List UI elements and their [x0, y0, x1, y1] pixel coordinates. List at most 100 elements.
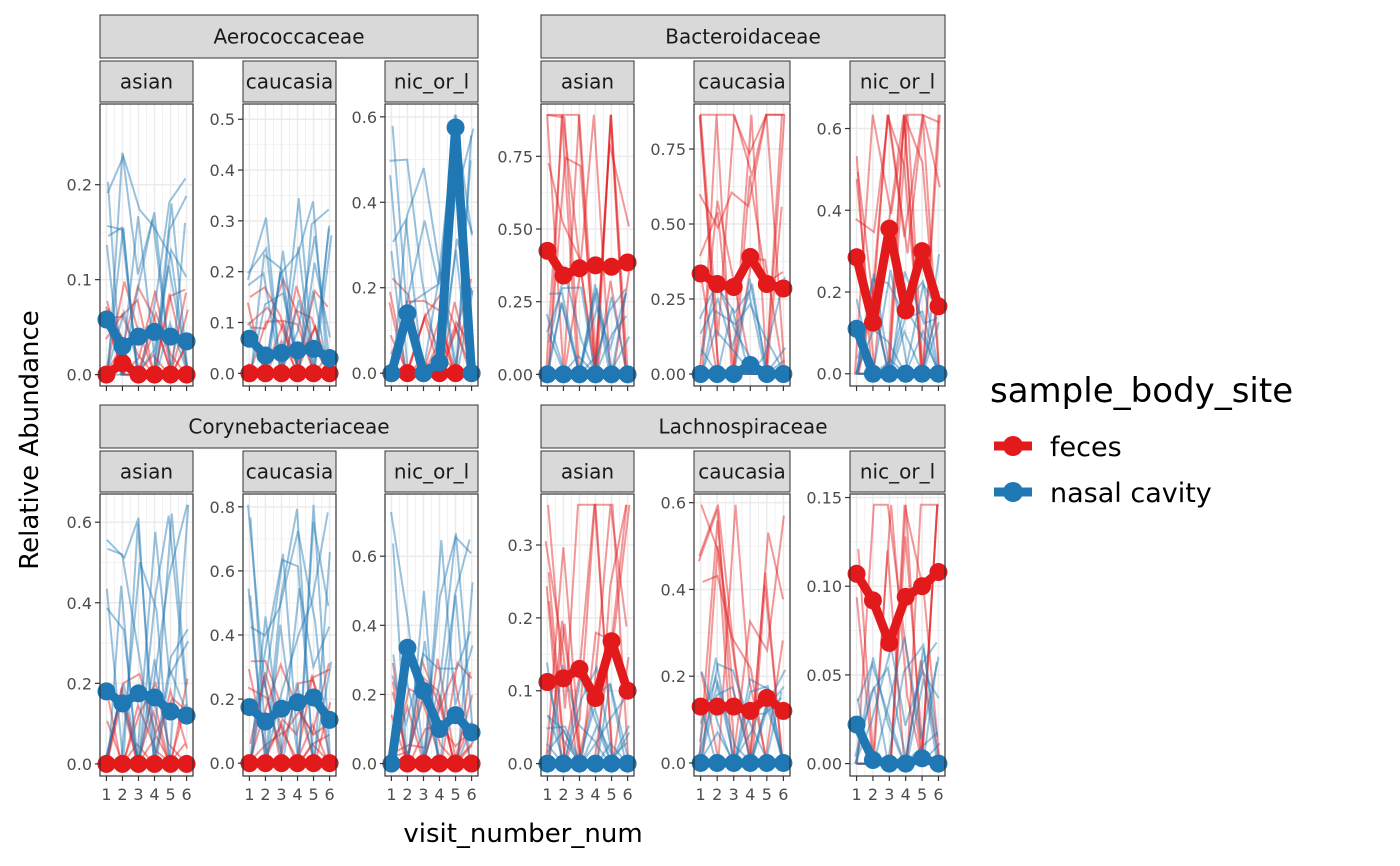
x-tick-label: 2: [558, 785, 568, 804]
y-tick-label: 0.15: [806, 489, 842, 508]
facet-strip-ethnicity: [540, 450, 635, 493]
individual-trace-feces: [698, 114, 786, 375]
individual-trace-nasal-cavity: [545, 662, 631, 765]
mean-point-nasal-cavity: [741, 356, 760, 374]
y-tick-label: 0.2: [352, 279, 377, 298]
mean-point-feces: [320, 754, 339, 773]
individual-trace-feces: [698, 114, 783, 375]
facet-strip-ethnicity: [242, 450, 337, 493]
mean-point-feces: [913, 577, 932, 596]
panel-border: [693, 493, 791, 777]
y-tick-label: 0.2: [210, 690, 235, 709]
individual-trace-nasal-cavity: [698, 657, 783, 764]
mean-point-nasal-cavity: [398, 638, 417, 657]
individual-trace-feces: [699, 113, 784, 337]
individual-trace-nasal-cavity: [856, 641, 938, 768]
facet-strip-ethnicity-label: caucasia: [246, 70, 333, 94]
mean-line-nasal-cavity: [387, 123, 477, 378]
mean-point-nasal-cavity: [272, 343, 291, 362]
individual-trace-nasal-cavity: [855, 328, 940, 377]
mean-point-feces: [129, 754, 148, 773]
individual-trace-nasal-cavity: [391, 630, 472, 728]
mean-point-feces: [446, 754, 465, 773]
mean-point-feces: [113, 754, 132, 773]
individual-trace-nasal-cavity: [107, 152, 189, 375]
panel-border: [693, 103, 791, 387]
individual-trace-nasal-cavity: [104, 219, 187, 376]
facet-strip-ethnicity: [540, 60, 635, 103]
mean-point-feces: [896, 587, 915, 606]
panel-border: [242, 103, 337, 387]
y-tick-label: 0.0: [661, 754, 686, 773]
x-tick-label: 5: [917, 785, 927, 804]
mean-point-nasal-cavity: [863, 364, 882, 383]
mean-line-feces: [852, 224, 943, 328]
individual-trace-nasal-cavity: [392, 535, 472, 765]
mean-point-feces: [177, 365, 196, 384]
mean-point-feces: [177, 754, 196, 773]
mean-point-feces: [129, 365, 148, 384]
mean-point-nasal-cavity: [145, 322, 164, 341]
mean-point-nasal-cavity: [724, 365, 743, 383]
y-tick-label: 0.0: [67, 755, 92, 774]
mean-point-feces: [97, 365, 116, 384]
mean-point-nasal-cavity: [414, 681, 433, 700]
x-tick-label: 4: [901, 785, 911, 804]
mean-point-feces: [724, 278, 743, 296]
mean-point-nasal-cavity: [741, 753, 760, 772]
y-tick-label: 0.4: [817, 201, 842, 220]
mean-point-nasal-cavity: [586, 754, 605, 773]
mean-point-nasal-cavity: [602, 365, 621, 384]
mean-point-feces: [304, 364, 323, 383]
mean-point-nasal-cavity: [691, 365, 710, 383]
mean-point-nasal-cavity: [240, 698, 259, 717]
mean-point-nasal-cavity: [256, 712, 275, 731]
individual-trace-feces: [546, 114, 627, 375]
individual-trace-nasal-cavity: [854, 647, 940, 764]
mean-point-feces: [586, 689, 605, 708]
mean-point-nasal-cavity: [462, 364, 481, 383]
mean-point-feces: [913, 242, 932, 261]
x-tick-label: 5: [762, 785, 772, 804]
mean-point-feces: [288, 754, 307, 773]
facet-strip-ethnicity-label: nic_or_l: [860, 460, 935, 484]
facet-panels: Aerococcaceae asian 0.0 0.1 0.2 caucasia 0.0 0.…: [67, 14, 948, 804]
y-tick-label: 0.75: [650, 140, 686, 159]
mean-point-feces: [256, 364, 275, 383]
individual-traces: [853, 113, 941, 378]
x-axis-title: visit_number_num: [403, 819, 642, 849]
facet-strip-family: [540, 14, 946, 59]
x-tick-label: 5: [606, 785, 616, 804]
mean-point-feces: [618, 681, 637, 700]
y-tick-label: 0.2: [508, 609, 533, 628]
mean-point-nasal-cavity: [708, 365, 727, 383]
y-tick-label: 0.2: [661, 667, 686, 686]
facet-strip-family-label: Bacteroidaceae: [665, 25, 821, 49]
x-tick-label: 3: [133, 785, 143, 804]
x-tick-label: 3: [574, 785, 584, 804]
individual-trace-nasal-cavity: [249, 512, 329, 764]
facet-strip-ethnicity: [849, 60, 946, 103]
mean-point-feces: [708, 275, 727, 293]
individual-trace-nasal-cavity: [855, 657, 939, 766]
individual-trace-feces: [249, 285, 329, 374]
y-tick-label: 0.6: [817, 120, 842, 139]
x-tick-label: 6: [466, 785, 476, 804]
mean-point-nasal-cavity: [880, 754, 899, 773]
individual-trace-feces: [547, 113, 630, 375]
facet-strip-ethnicity-label: asian: [561, 460, 614, 484]
y-tick-label: 0.0: [817, 365, 842, 384]
mean-point-feces: [414, 754, 433, 773]
mean-point-nasal-cavity: [430, 720, 449, 738]
mean-point-feces: [880, 219, 899, 238]
mean-point-nasal-cavity: [129, 327, 148, 346]
mean-point-feces: [113, 354, 132, 373]
y-tick-label: 0.0: [352, 755, 377, 774]
mean-point-nasal-cavity: [554, 365, 573, 384]
facet-strip-family: [99, 14, 479, 59]
mean-point-nasal-cavity: [863, 751, 882, 770]
mean-point-feces: [272, 364, 291, 383]
x-tick-label: 1: [696, 785, 706, 804]
mean-point-nasal-cavity: [602, 754, 621, 773]
panel-border: [99, 493, 194, 777]
